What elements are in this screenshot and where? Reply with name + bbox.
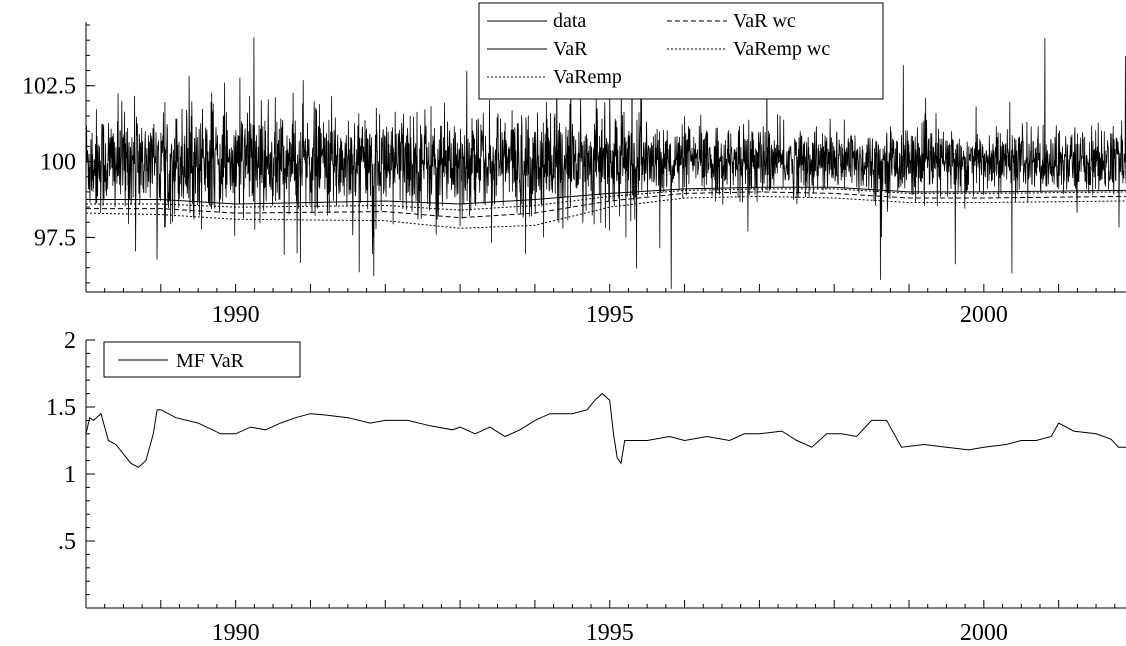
legend-box <box>478 2 884 100</box>
y-tick-label: 102.5 <box>22 74 76 100</box>
series-line-varemp <box>86 188 1126 211</box>
bottom-axis-ticks: .5 1 1.5 2 1990 1995 2000 <box>46 328 1116 646</box>
y-tick-label: .5 <box>58 529 76 555</box>
bottom-legend: MF VaR <box>103 341 301 378</box>
x-tick-label: 1990 <box>212 302 260 328</box>
legend-label: MF VaR <box>176 350 245 372</box>
series-line-var <box>86 186 1126 205</box>
bottom-series-group <box>85 392 1126 468</box>
legend-label: VaRemp wc <box>733 38 830 60</box>
legend-label: data <box>553 10 586 32</box>
series-line-mf-var <box>85 392 1126 468</box>
y-tick-label: 1.5 <box>46 395 76 421</box>
x-tick-label: 2000 <box>960 620 1008 646</box>
y-tick-label: 100 <box>40 150 76 176</box>
top-legend: data VaR VaRemp VaR wc VaRemp wc <box>478 2 884 100</box>
x-tick-label: 1995 <box>586 620 634 646</box>
legend-label: VaR <box>553 38 588 60</box>
y-tick-label: 97.5 <box>34 225 76 251</box>
x-tick-label: 1990 <box>212 620 260 646</box>
series-line-data <box>85 31 1126 289</box>
x-tick-label: 2000 <box>960 302 1008 328</box>
x-tick-label: 1995 <box>586 302 634 328</box>
series-line-varemp-wc <box>85 195 1126 229</box>
bottom-panel: .5 1 1.5 2 1990 1995 2000 MF VaR <box>46 328 1126 646</box>
legend-label: VaR wc <box>733 10 796 32</box>
y-tick-label: 1 <box>64 462 76 488</box>
top-series-group <box>85 31 1126 289</box>
legend-label: VaRemp <box>553 66 622 88</box>
y-tick-label: 2 <box>64 328 76 354</box>
series-line-var-wc <box>86 191 1126 219</box>
top-panel: 97.5 100 102.5 1990 1995 2000 data VaR VaRemp Va… <box>22 2 1126 328</box>
top-axis-ticks: 97.5 100 102.5 1990 1995 2000 <box>22 24 1116 328</box>
